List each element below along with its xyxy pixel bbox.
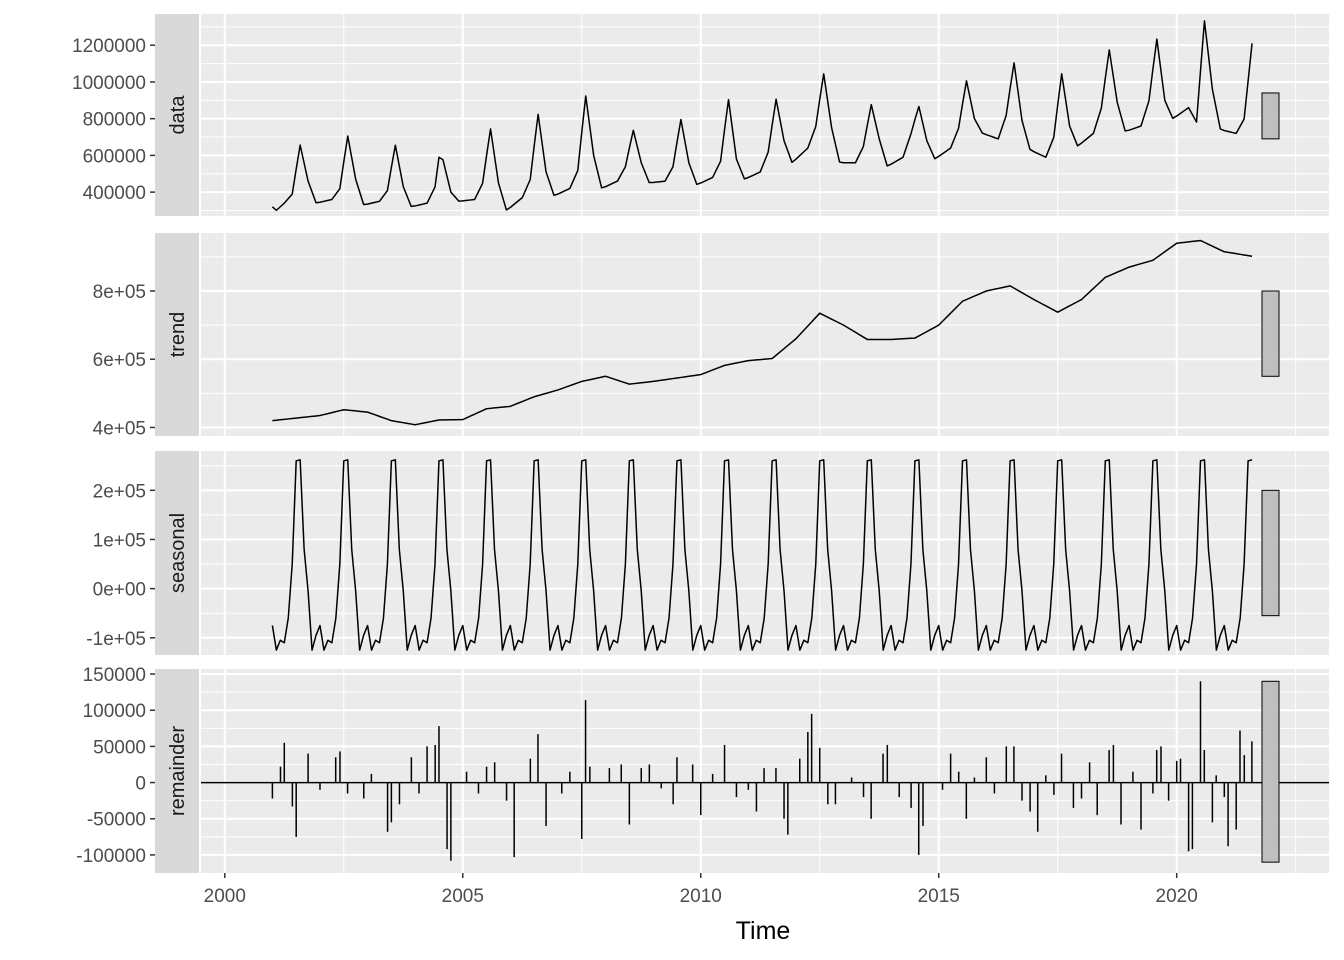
panel-remainder: remainder -100000 -50000 0 50000 100000 150000 xyxy=(76,665,1329,873)
x-tick-label: 2015 xyxy=(918,886,960,907)
panel-bg-trend xyxy=(201,233,1329,436)
y-tick-label-seasonal: 2e+05 xyxy=(93,481,146,502)
y-tick-label-seasonal: 1e+05 xyxy=(93,530,146,551)
y-tick-label-trend: 8e+05 xyxy=(93,282,146,303)
strip-seasonal xyxy=(155,451,199,655)
series-line-seasonal xyxy=(271,459,1253,651)
y-tick-label-data: 1200000 xyxy=(72,36,146,57)
strip-label-seasonal: seasonal xyxy=(167,513,189,593)
panel-trend: trend 4e+05 6e+05 8e+05 xyxy=(93,233,1329,439)
strip-trend xyxy=(155,233,199,436)
y-tick-label-remainder: 0 xyxy=(135,774,146,795)
series-line-data xyxy=(271,20,1253,212)
y-tick-label-remainder: 150000 xyxy=(83,665,146,686)
panel-bg-seasonal xyxy=(201,451,1329,655)
y-tick-label-remainder: -50000 xyxy=(87,810,146,831)
y-tick-label-trend: 6e+05 xyxy=(93,350,146,371)
panel-bg-remainder xyxy=(201,669,1329,873)
y-tick-label-trend: 4e+05 xyxy=(93,418,146,439)
y-tick-label-data: 1000000 xyxy=(72,73,146,94)
strip-remainder xyxy=(155,669,199,873)
x-tick-label: 2020 xyxy=(1156,886,1198,907)
x-tick-label: 2010 xyxy=(680,886,722,907)
y-tick-label-remainder: 50000 xyxy=(93,737,146,758)
x-axis-title: Time xyxy=(736,917,791,945)
range-bar-remainder xyxy=(1261,680,1280,863)
range-bar-data xyxy=(1261,92,1280,140)
x-axis: 2000 2005 2010 2015 2020 xyxy=(204,873,1198,907)
y-tick-label-data: 800000 xyxy=(83,110,146,131)
strip-label-remainder: remainder xyxy=(167,726,189,816)
strip-label-data: data xyxy=(167,95,189,135)
y-tick-label-data: 400000 xyxy=(83,183,146,204)
y-tick-label-remainder: -100000 xyxy=(76,846,146,867)
strip-data xyxy=(155,14,199,216)
y-tick-label-data: 600000 xyxy=(83,146,146,167)
range-bar-seasonal xyxy=(1261,489,1280,617)
panel-data: data 400000 600000 800000 1000000 1200000 xyxy=(72,14,1329,216)
y-tick-label-remainder: 100000 xyxy=(83,701,146,722)
y-tick-label-seasonal: -1e+05 xyxy=(86,629,146,650)
strip-label-trend: trend xyxy=(167,312,189,358)
series-line-trend xyxy=(272,239,1253,426)
x-tick-label: 2005 xyxy=(442,886,484,907)
y-tick-label-seasonal: 0e+00 xyxy=(93,580,146,601)
panels-layer: data40000060000080000010000001200000tren… xyxy=(72,14,1329,873)
panel-seasonal: seasonal -1e+05 0e+00 1e+05 2e+05 xyxy=(86,451,1329,655)
range-bar-trend xyxy=(1261,290,1280,377)
x-tick-label: 2000 xyxy=(204,886,246,907)
